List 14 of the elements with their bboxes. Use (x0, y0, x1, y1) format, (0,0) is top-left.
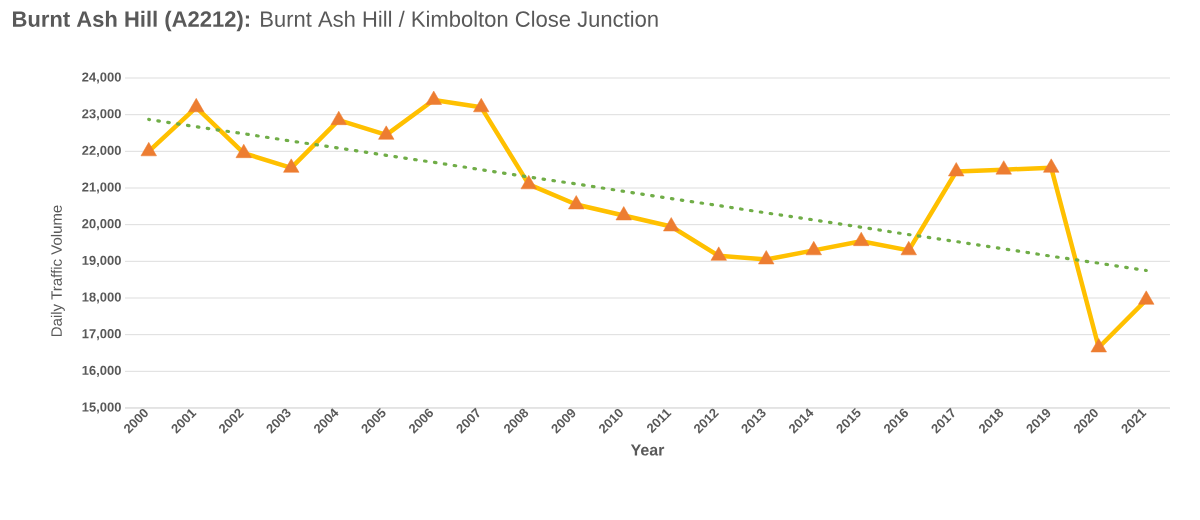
y-axis-title: Daily Traffic Volume (50, 205, 65, 337)
y-tick-label: 18,000 (82, 292, 121, 304)
line-series (147, 117, 1148, 273)
y-tick-label: 21,000 (82, 182, 121, 194)
y-tick-label: 17,000 (82, 329, 121, 341)
y-tick-label: 16,000 (82, 365, 121, 377)
y-tick-label: 22,000 (82, 145, 121, 157)
y-tick-label: 19,000 (82, 255, 121, 267)
y-tick-label: 24,000 (82, 72, 121, 84)
chart-title: Burnt Ash Hill (A2212): Burnt Ash Hill / Kimbolton Close Junction (13, 10, 658, 32)
y-tick-label: 15,000 (82, 402, 121, 414)
y-tick-label: 20,000 (82, 219, 121, 231)
x-axis-title: Year (630, 444, 665, 456)
y-tick-label: 23,000 (82, 109, 121, 121)
